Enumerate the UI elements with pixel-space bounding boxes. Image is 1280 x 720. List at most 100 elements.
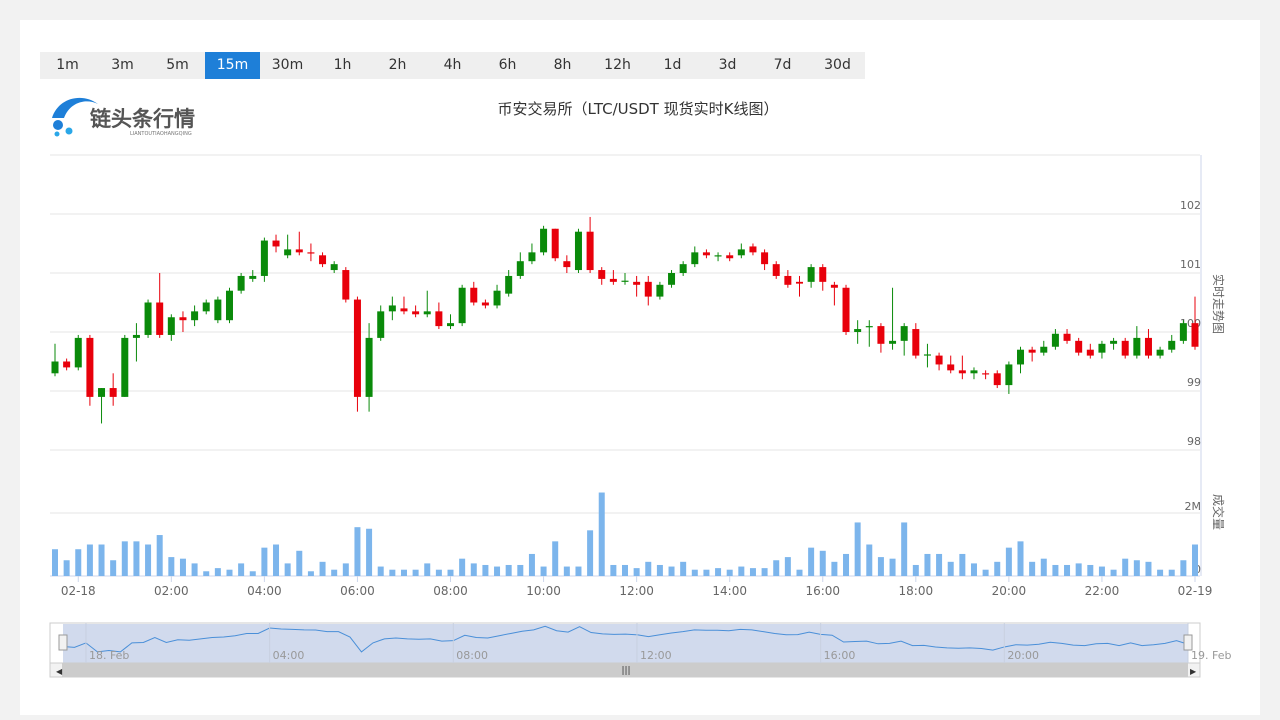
candle-body xyxy=(214,299,222,321)
candle-body xyxy=(447,323,455,327)
candle-body xyxy=(1005,364,1013,386)
candle-body xyxy=(609,278,617,282)
candle-body xyxy=(1075,340,1083,353)
volume-bar xyxy=(389,569,396,576)
candle-body xyxy=(923,354,931,356)
volume-bar xyxy=(924,553,931,576)
candle-body xyxy=(156,302,164,335)
candle-body xyxy=(691,252,699,265)
navigator-mask[interactable] xyxy=(63,624,1188,663)
candle-body xyxy=(1133,337,1141,356)
volume-bar xyxy=(633,568,640,576)
volume-bar xyxy=(156,535,163,576)
x-tick-label: 14:00 xyxy=(712,584,747,598)
candle-body xyxy=(563,261,571,268)
volume-bar xyxy=(947,561,954,576)
volume-bar xyxy=(994,561,1001,576)
volume-bar xyxy=(668,566,675,576)
candle-body xyxy=(458,287,466,324)
scrollbar-arrow[interactable]: ▶ xyxy=(1190,667,1197,676)
x-tick-label: 16:00 xyxy=(805,584,840,598)
scrollbar-thumb[interactable] xyxy=(62,663,1188,677)
volume-bar xyxy=(1110,569,1117,576)
x-tick-label: 10:00 xyxy=(526,584,561,598)
y-axis-title: 成交量 xyxy=(1211,494,1226,530)
volume-bar xyxy=(831,561,838,576)
volume-bar xyxy=(400,569,407,576)
volume-bar xyxy=(331,569,338,576)
candle-body xyxy=(191,311,199,321)
volume-bar xyxy=(424,563,431,576)
volume-bar xyxy=(982,569,989,576)
volume-bar xyxy=(354,527,361,576)
candle-body xyxy=(74,337,82,368)
scrollbar-arrow[interactable]: ◀ xyxy=(56,667,63,676)
volume-bar xyxy=(494,566,501,576)
timeframe-button[interactable]: 30d xyxy=(824,57,851,73)
logo-dot xyxy=(65,127,73,135)
candle-body xyxy=(912,329,920,356)
volume-bar xyxy=(738,566,745,576)
timeframe-button[interactable]: 15m xyxy=(205,52,260,79)
timeframe-button[interactable]: 6h xyxy=(498,57,517,73)
candle-body xyxy=(1144,337,1152,356)
candle-body xyxy=(586,231,594,271)
candle-body xyxy=(714,255,722,257)
timeframe-button[interactable]: 30m xyxy=(271,57,304,73)
x-tick-label: 04:00 xyxy=(247,584,282,598)
candle-body xyxy=(1051,333,1059,347)
candle-body xyxy=(481,302,489,306)
candle-body xyxy=(144,302,152,335)
volume-bar xyxy=(819,550,826,576)
x-tick-label: 02-18 xyxy=(61,584,96,598)
timeframe-button[interactable]: 7d xyxy=(773,57,792,73)
candle-body xyxy=(109,388,117,397)
volume-bar xyxy=(959,553,966,576)
timeframe-button[interactable]: 4h xyxy=(443,57,462,73)
candle-body xyxy=(319,255,327,265)
volume-bar xyxy=(1064,564,1071,576)
timeframe-button[interactable]: 1m xyxy=(56,57,79,73)
volume-bar xyxy=(505,564,512,576)
volume-bar xyxy=(459,558,466,576)
timeframe-button[interactable]: 1d xyxy=(663,57,682,73)
candle-body xyxy=(1168,340,1176,350)
volume-bar xyxy=(1157,569,1164,576)
candle-body xyxy=(249,275,257,279)
candle-body xyxy=(1098,343,1106,353)
candle-body xyxy=(935,355,943,365)
volume-bar xyxy=(366,528,373,576)
candle-body xyxy=(365,337,373,397)
volume-bar xyxy=(1075,563,1082,576)
volume-bar xyxy=(1052,564,1059,576)
candle-body xyxy=(493,290,501,306)
y-tick-label: 98 xyxy=(1187,435,1201,448)
timeframe-button[interactable]: 3d xyxy=(718,57,737,73)
volume-bar xyxy=(540,566,547,576)
x-tick-label: 22:00 xyxy=(1085,584,1120,598)
timeframe-button[interactable]: 1h xyxy=(333,57,352,73)
volume-bar xyxy=(145,544,152,576)
candle-body xyxy=(679,264,687,273)
logo-swoosh xyxy=(52,97,98,118)
volume-bar xyxy=(610,564,617,576)
volume-bar xyxy=(86,544,93,576)
candle-body xyxy=(551,228,559,259)
timeframe-button[interactable]: 2h xyxy=(388,57,407,73)
volume-bar xyxy=(226,569,233,576)
timeframe-button[interactable]: 8h xyxy=(553,57,572,73)
timeframe-button[interactable]: 12h xyxy=(604,57,631,73)
volume-bar xyxy=(773,560,780,576)
navigator-handle[interactable] xyxy=(1183,634,1193,651)
candle-body xyxy=(342,270,350,300)
y-tick-label: 102 xyxy=(1180,199,1201,212)
volume-bar xyxy=(563,566,570,576)
candle-body xyxy=(237,275,245,291)
candle-body xyxy=(772,264,780,276)
candle-body xyxy=(958,370,966,374)
volume-bar xyxy=(179,558,186,576)
volume-bar xyxy=(1180,560,1187,576)
navigator-handle[interactable] xyxy=(58,634,68,651)
timeframe-button[interactable]: 5m xyxy=(166,57,189,73)
timeframe-button[interactable]: 3m xyxy=(111,57,134,73)
